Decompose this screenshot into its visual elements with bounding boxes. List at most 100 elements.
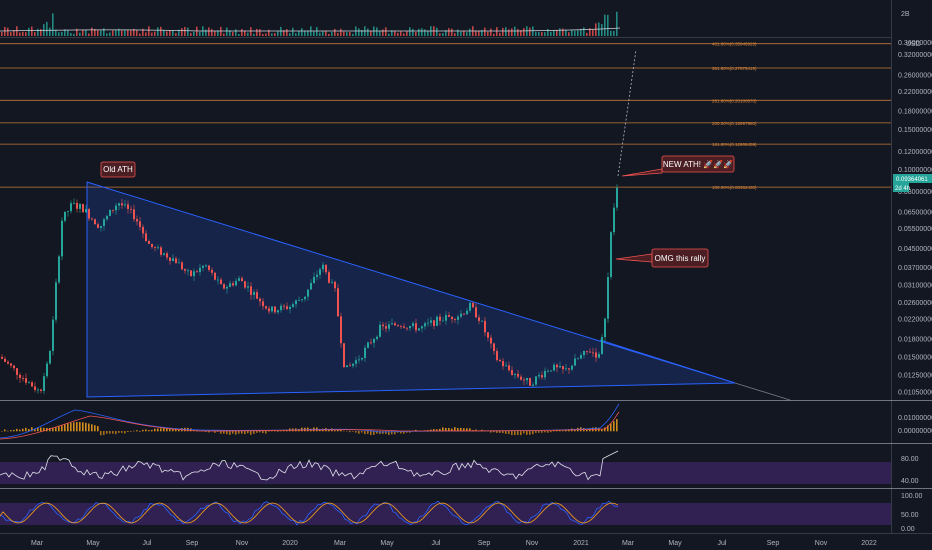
macd-histogram-bar [223, 431, 225, 434]
candle-body [301, 299, 303, 301]
volume-bar [7, 27, 9, 36]
macd-histogram-bar [469, 428, 471, 432]
candle-body [553, 364, 555, 371]
volume-bar [169, 30, 171, 36]
candle-body [598, 354, 600, 358]
old-ath-callout[interactable]: Old ATH [100, 161, 136, 178]
candle-body [511, 370, 513, 375]
triangle-extension-line [734, 382, 791, 401]
time-tick-label: Jul [143, 540, 152, 547]
macd-histogram-bar [112, 431, 114, 434]
time-axis[interactable]: Mar May Jul Sep Nov 2020 Mar May Jul Sep Nov 2021 Ma… [31, 540, 877, 547]
candle-body [85, 209, 87, 213]
candle-body [391, 323, 393, 325]
macd-histogram-bar [166, 428, 168, 432]
candle-body [403, 326, 405, 328]
macd-histogram-bar [385, 431, 387, 435]
volume-bar [388, 33, 390, 36]
volume-bar [19, 32, 21, 36]
descending-triangle[interactable] [86, 181, 736, 398]
candle-body [88, 209, 90, 219]
macd-histogram-bar [511, 431, 513, 436]
macd-histogram-bar [277, 431, 279, 432]
price-axis[interactable]: 2B USD 0.36000000 0.32000000 0.26000000 0.2… [891, 0, 932, 550]
volume-bar [193, 31, 195, 36]
volume-bar [607, 14, 609, 36]
candle-body [364, 347, 366, 358]
volume-bar [451, 28, 453, 36]
projection-line [617, 49, 637, 177]
macd-histogram-bar [52, 427, 54, 432]
macd-histogram-bar [229, 431, 231, 435]
candle-body [463, 313, 465, 315]
candle-body [73, 202, 75, 204]
macd-histogram-bar [502, 431, 504, 434]
volume-bar [229, 30, 231, 36]
candle-body [145, 233, 147, 242]
volume-bar [280, 26, 282, 36]
macd-histogram-bar [586, 428, 588, 432]
volume-bar [292, 27, 294, 36]
volume-bar [352, 33, 354, 36]
macd-histogram-bar [265, 431, 267, 434]
volume-bar [568, 32, 570, 36]
macd-histogram-bar [367, 431, 369, 434]
candle-body [382, 324, 384, 327]
volume-bar [322, 31, 324, 36]
candle-body [334, 281, 336, 289]
candle-body [220, 279, 222, 285]
macd-histogram-bar [175, 428, 177, 432]
volume-bar [244, 30, 246, 36]
volume-bar [499, 32, 501, 36]
candle-body [313, 276, 315, 283]
macd-histogram-bar [100, 431, 102, 436]
volume-bar [85, 30, 87, 36]
rally-callout[interactable]: OMG this rally [615, 248, 709, 268]
macd-histogram-bar [448, 427, 450, 432]
volume-bar [307, 30, 309, 36]
new-ath-callout[interactable]: NEW ATH! 🚀🚀🚀 [621, 155, 735, 177]
macd-histogram-bar [499, 431, 501, 433]
price-tick-label: 0.02600000 [898, 300, 932, 307]
time-tick-label: 2022 [861, 540, 877, 547]
candle-body [160, 247, 162, 255]
candle-body [307, 289, 309, 297]
candle-body [226, 286, 228, 289]
candle-body [394, 323, 396, 326]
candle-body [604, 318, 606, 338]
volume-bar [541, 32, 543, 36]
time-tick-label: Nov [526, 540, 539, 547]
volume-bar [532, 26, 534, 36]
candle-body [154, 247, 156, 248]
candle-body [406, 327, 408, 329]
macd-histogram-bar [370, 431, 372, 436]
candle-body [40, 389, 42, 391]
candle-body [454, 319, 456, 320]
candle-body [373, 339, 375, 343]
price-pane[interactable]: 100.00%(0.08352430) 161.80%(0.12908459) 20… [0, 42, 892, 401]
volume-bar [208, 27, 210, 36]
rsi-pane [0, 450, 892, 484]
volume-bar [97, 30, 99, 36]
macd-histogram-bar [124, 431, 126, 434]
candle-body [478, 317, 480, 321]
volume-bar [277, 31, 279, 36]
candle-body [286, 306, 288, 310]
candle-body [466, 310, 468, 315]
time-tick-label: Mar [334, 540, 347, 547]
macd-histogram-bar [40, 427, 42, 432]
candle-body [379, 324, 381, 337]
candle-body [166, 253, 168, 258]
volume-bar [151, 32, 153, 36]
candle-body [445, 315, 447, 321]
candle-body [409, 325, 411, 329]
time-tick-label: May [86, 540, 100, 547]
candle-body [562, 366, 564, 370]
candle-body [280, 305, 282, 311]
volume-bar [247, 32, 249, 36]
candle-body [595, 352, 597, 358]
macd-signal-line [0, 411, 620, 440]
volume-bar [334, 28, 336, 36]
candle-body [178, 262, 180, 264]
